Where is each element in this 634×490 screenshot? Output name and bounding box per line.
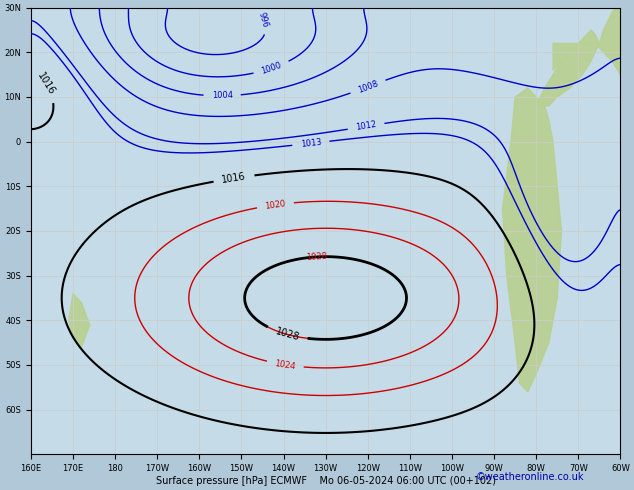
Text: 1008: 1008	[356, 79, 380, 95]
Text: 1028: 1028	[274, 326, 301, 343]
Polygon shape	[553, 8, 621, 74]
Text: 1004: 1004	[212, 91, 233, 100]
Text: 1020: 1020	[264, 199, 287, 211]
Text: 1028: 1028	[306, 252, 328, 262]
Text: 1016: 1016	[36, 71, 57, 97]
Text: 1024: 1024	[274, 359, 296, 371]
Polygon shape	[68, 294, 90, 347]
Text: 1013: 1013	[300, 138, 322, 149]
Polygon shape	[536, 30, 599, 106]
X-axis label: Surface pressure [hPa] ECMWF    Mo 06-05-2024 06:00 UTC (00+102): Surface pressure [hPa] ECMWF Mo 06-05-20…	[155, 476, 496, 486]
Text: 1016: 1016	[221, 172, 247, 185]
Polygon shape	[503, 88, 562, 392]
Text: 1000: 1000	[260, 61, 283, 76]
Text: 1012: 1012	[355, 120, 377, 132]
Text: ©weatheronline.co.uk: ©weatheronline.co.uk	[476, 472, 584, 482]
Text: 996: 996	[257, 11, 270, 28]
